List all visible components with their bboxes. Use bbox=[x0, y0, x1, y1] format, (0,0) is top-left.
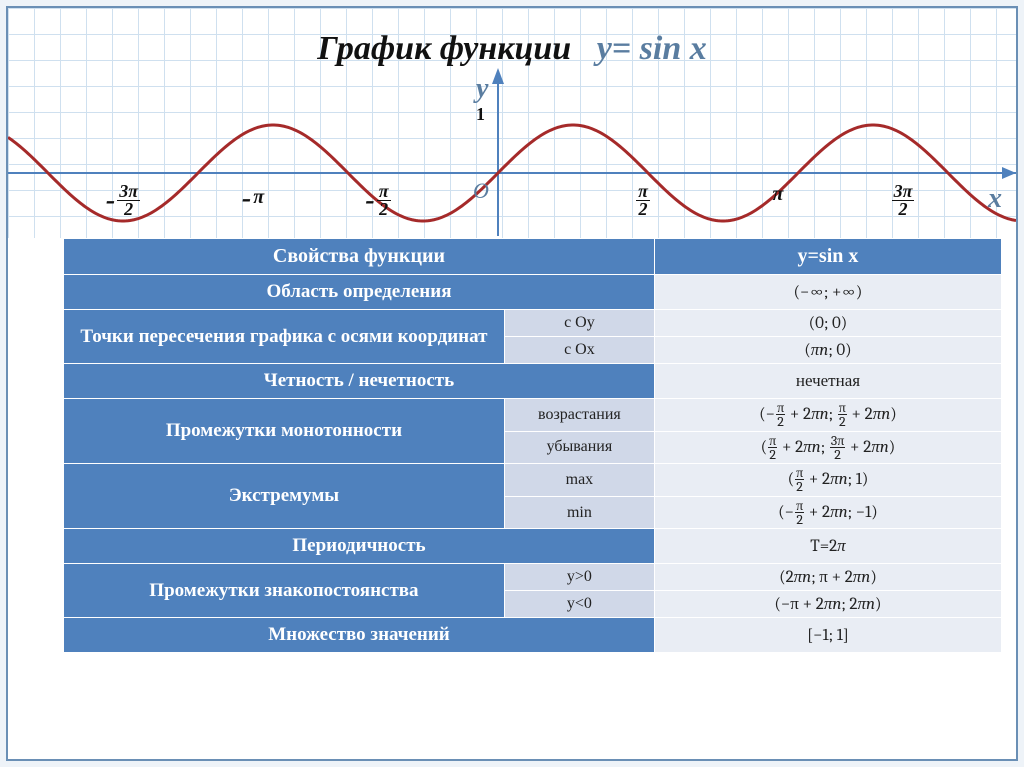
x-axis-label: x bbox=[988, 183, 1002, 215]
x-tick: 3π2 bbox=[873, 183, 933, 218]
prop-cell: Периодичность bbox=[64, 529, 655, 564]
value-cell: (−π + 2πn; 2πn) bbox=[654, 591, 1001, 618]
value-cell: (−∞; +∞) bbox=[654, 275, 1001, 310]
prop-cell: Промежутки знакопостоянства bbox=[64, 564, 505, 618]
value-cell: [−1; 1] bbox=[654, 618, 1001, 653]
origin-label: O bbox=[473, 178, 489, 204]
properties-table: Свойства функцииy=sin xОбласть определен… bbox=[63, 238, 1002, 653]
y-axis-label: y bbox=[476, 73, 488, 105]
value-cell: (π2 + 2πn; 1) bbox=[654, 464, 1001, 497]
title-function: y= sin x bbox=[597, 30, 707, 67]
value-cell: (−π2 + 2πn; −1) bbox=[654, 496, 1001, 529]
prop-cell: Четность / нечетность bbox=[64, 364, 655, 399]
sub-cell: с Oy bbox=[504, 310, 654, 337]
one-label: 1 bbox=[476, 104, 485, 125]
page-frame: График функции y= sin x y 1 O x -3π2 -π -π… bbox=[6, 6, 1018, 761]
prop-cell: Множество значений bbox=[64, 618, 655, 653]
header-fn: y=sin x bbox=[654, 239, 1001, 275]
x-tick: -π2 bbox=[348, 183, 408, 218]
sub-cell: y>0 bbox=[504, 564, 654, 591]
value-cell: (πn; 0) bbox=[654, 337, 1001, 364]
sub-cell: убывания bbox=[504, 431, 654, 464]
sub-cell: y<0 bbox=[504, 591, 654, 618]
header-props: Свойства функции bbox=[64, 239, 655, 275]
prop-cell: Область определения bbox=[64, 275, 655, 310]
value-cell: (0; 0) bbox=[654, 310, 1001, 337]
x-tick: -3π2 bbox=[93, 183, 153, 218]
prop-cell: Промежутки монотонности bbox=[64, 399, 505, 464]
value-cell: (π2 + 2πn; 3π2 + 2πn) bbox=[654, 431, 1001, 464]
sub-cell: min bbox=[504, 496, 654, 529]
value-cell: (2πn; π + 2πn) bbox=[654, 564, 1001, 591]
title-prefix: График функции bbox=[317, 30, 571, 67]
x-tick: π bbox=[748, 183, 808, 206]
sub-cell: с Ox bbox=[504, 337, 654, 364]
prop-cell: Точки пересечения графика с осями коорди… bbox=[64, 310, 505, 364]
value-cell: (−π2 + 2πn; π2 + 2πn) bbox=[654, 399, 1001, 432]
x-tick: π2 bbox=[613, 183, 673, 218]
properties-table-wrap: Свойства функцииy=sin xОбласть определен… bbox=[63, 238, 1002, 759]
graph-area: График функции y= sin x y 1 O x -3π2 -π -π… bbox=[8, 8, 1016, 238]
sub-cell: возрастания bbox=[504, 399, 654, 432]
page-title: График функции y= sin x bbox=[8, 30, 1016, 68]
prop-cell: Экстремумы bbox=[64, 464, 505, 529]
sub-cell: max bbox=[504, 464, 654, 497]
value-cell: нечетная bbox=[654, 364, 1001, 399]
x-tick: -π bbox=[223, 183, 283, 215]
value-cell: T=2π bbox=[654, 529, 1001, 564]
